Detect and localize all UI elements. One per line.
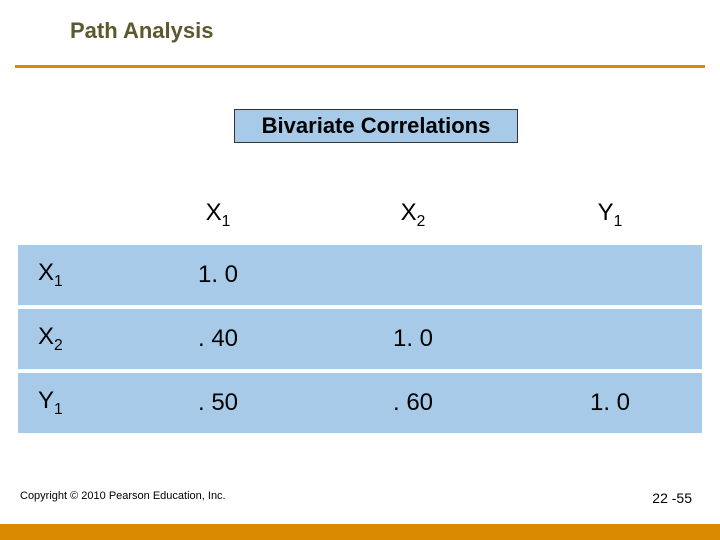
table-row: Y1 . 50 . 60 1. 0 (18, 373, 702, 433)
table-row: X2 . 40 1. 0 (18, 309, 702, 369)
cell: . 60 (308, 389, 518, 417)
cell: . 50 (128, 389, 308, 417)
cell: 1. 0 (518, 389, 702, 417)
row-label: X1 (18, 259, 128, 291)
bottom-accent-bar (0, 524, 720, 540)
table-row: X1 1. 0 (18, 245, 702, 305)
copyright-text: Copyright © 2010 Pearson Education, Inc. (20, 490, 226, 502)
page-title: Path Analysis (70, 18, 213, 44)
divider-line (15, 65, 705, 68)
section-header: Bivariate Correlations (234, 109, 518, 143)
row-label: Y1 (18, 387, 128, 419)
cell: . 40 (128, 325, 308, 353)
table-header-row: X1 X2 Y1 (18, 185, 702, 245)
cell: 1. 0 (128, 261, 308, 289)
column-header: Y1 (518, 199, 702, 231)
slide: Path Analysis Bivariate Correlations X1 … (0, 0, 720, 540)
column-header: X2 (308, 199, 518, 231)
row-label: X2 (18, 323, 128, 355)
cell: 1. 0 (308, 325, 518, 353)
page-number: 22 -55 (652, 490, 692, 506)
column-header: X1 (128, 199, 308, 231)
correlation-table: X1 X2 Y1 X1 1. 0 X2 . 40 1. 0 Y1 . 50 . … (18, 185, 702, 437)
